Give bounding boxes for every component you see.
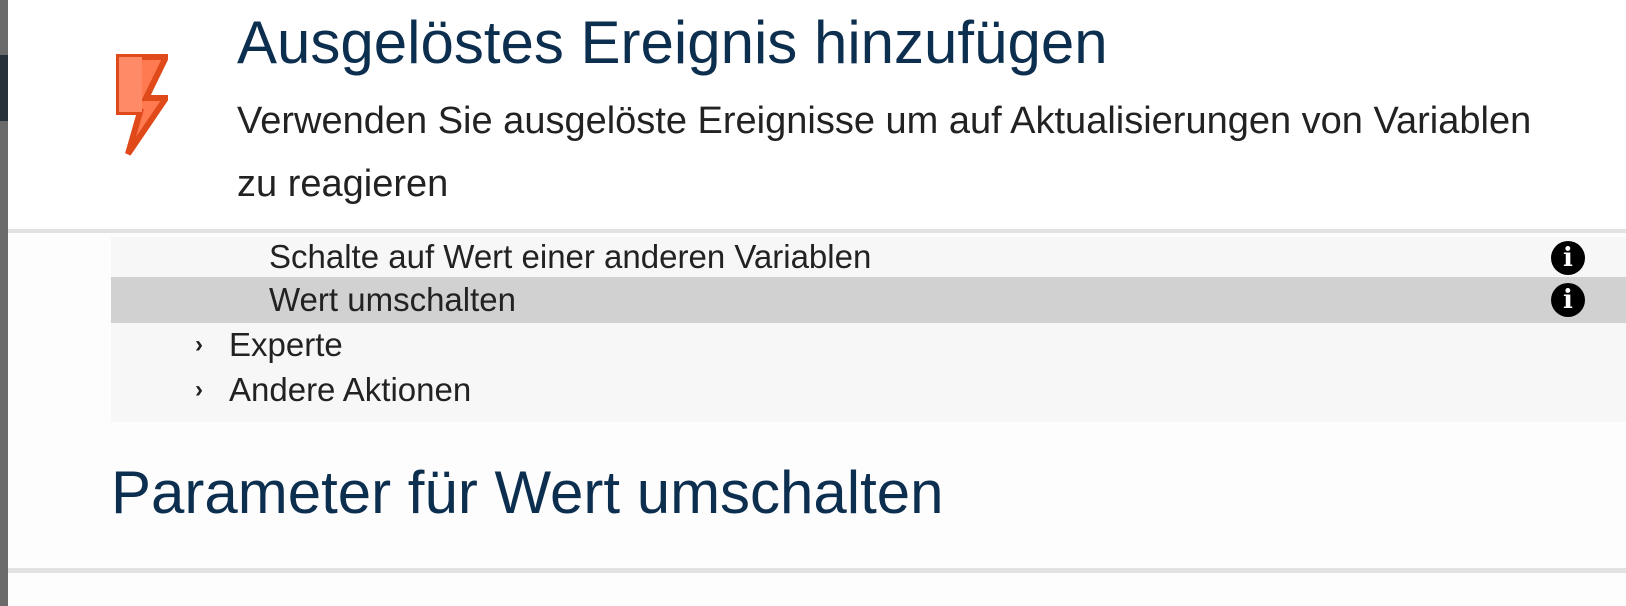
chevron-right-icon: › <box>195 376 203 403</box>
dialog-description: Verwenden Sie ausgelöste Ereignisse um a… <box>237 100 1532 205</box>
chevron-right-icon: › <box>195 331 203 358</box>
side-panel-edge: ‹ <box>0 0 8 606</box>
collapse-icon[interactable]: ‹ <box>0 0 1 19</box>
parameters-title: Parameter für Wert umschalten <box>111 459 944 526</box>
info-icon[interactable]: i <box>1551 283 1585 317</box>
divider <box>8 568 1626 573</box>
dialog-header: Ausgelöstes Ereignis hinzufügen Verwende… <box>8 0 1626 233</box>
list-item-selected[interactable]: Wert umschalten i <box>111 277 1626 323</box>
action-list: Schalte auf Wert einer anderen Variablen… <box>111 237 1626 422</box>
list-item[interactable]: Schalte auf Wert einer anderen Variablen… <box>111 237 1626 281</box>
lightning-bolt-icon <box>116 54 168 156</box>
info-icon[interactable]: i <box>1551 241 1585 275</box>
dialog-title: Ausgelöstes Ereignis hinzufügen <box>237 9 1108 76</box>
